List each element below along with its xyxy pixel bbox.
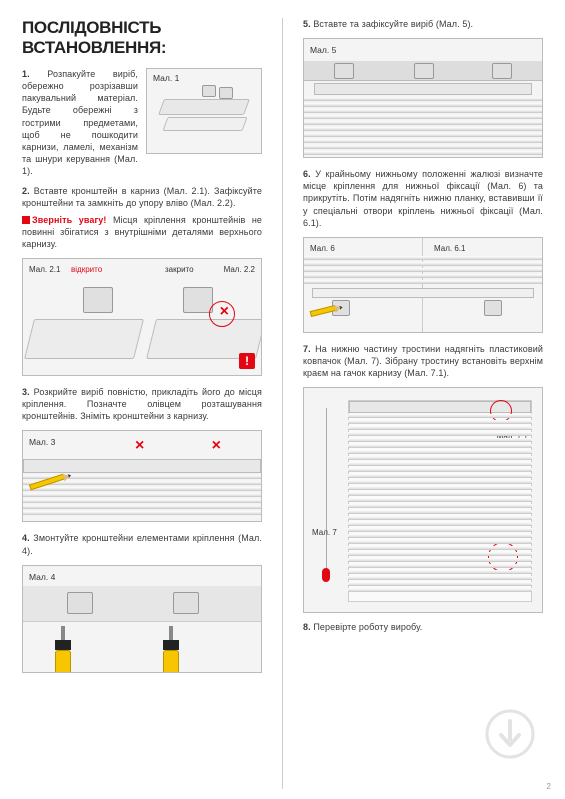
warning-icon	[22, 216, 30, 224]
figure-2: Мал. 2.1 відкрито закрито Мал. 2.2 × !	[22, 258, 262, 376]
watermark-arrow-icon	[485, 709, 535, 759]
drill-icon	[163, 626, 179, 673]
page-number: 2	[547, 782, 551, 791]
figure-5: Мал. 5	[303, 38, 543, 158]
column-divider	[282, 18, 283, 789]
figure-1-label: Мал. 1	[153, 73, 179, 83]
step-6: 6. У крайньому нижньому положенні жалюзі…	[303, 168, 543, 229]
figure-5-label: Мал. 5	[310, 45, 336, 55]
figure-6: Мал. 6 Мал. 6.1	[303, 237, 543, 333]
page-title: ПОСЛІДОВНІСТЬ ВСТАНОВЛЕННЯ:	[22, 18, 262, 58]
step-3-text: 3. Розкрийте виріб повністю, прикладіть …	[22, 386, 262, 422]
figure-7-label: Мал. 7	[312, 528, 337, 537]
step-4: 4. Змонтуйте кронштейни елементами кріпл…	[22, 532, 262, 556]
step-2-text: 2. Вставте кронштейн в карниз (Мал. 2.1)…	[22, 185, 262, 209]
figure-4: Мал. 4	[22, 565, 262, 673]
step-8: 8. Перевірте роботу виробу.	[303, 621, 543, 633]
step-2: 2. Вставте кронштейн в карниз (Мал. 2.1)…	[22, 185, 262, 250]
left-column: ПОСЛІДОВНІСТЬ ВСТАНОВЛЕННЯ: 1. Розпакуйт…	[22, 18, 262, 789]
open-label: відкрито	[71, 265, 102, 274]
closed-label: закрито	[165, 265, 194, 274]
step-4-text: 4. Змонтуйте кронштейни елементами кріпл…	[22, 532, 262, 556]
figure-4-label: Мал. 4	[29, 572, 55, 582]
figure-21-label: Мал. 2.1	[29, 265, 60, 274]
cord-cap-icon	[322, 568, 330, 582]
step-2-warning: Зверніть увагу! Місця кріплення кронштей…	[22, 214, 262, 250]
step-1-text: 1. Розпакуйте виріб, обережно розрізавши…	[22, 68, 138, 177]
figure-7: Мал. 7 Мал. 7.1	[303, 387, 543, 613]
instruction-page: ПОСЛІДОВНІСТЬ ВСТАНОВЛЕННЯ: 1. Розпакуйт…	[0, 0, 565, 799]
figure-22-label: Мал. 2.2	[224, 265, 255, 274]
step-3: 3. Розкрийте виріб повністю, прикладіть …	[22, 386, 262, 422]
alert-icon: !	[239, 353, 255, 369]
cord	[326, 408, 327, 568]
step-1: 1. Розпакуйте виріб, обережно розрізавши…	[22, 68, 262, 177]
step-7: 7. На нижню частину тростини надягніть п…	[303, 343, 543, 379]
figure-1: Мал. 1	[146, 68, 262, 154]
step-8-text: 8. Перевірте роботу виробу.	[303, 621, 543, 633]
step-5: 5. Вставте та зафіксуйте виріб (Мал. 5).	[303, 18, 543, 30]
drill-icon	[55, 626, 71, 673]
step-5-text: 5. Вставте та зафіксуйте виріб (Мал. 5).	[303, 18, 543, 30]
step-7-text: 7. На нижню частину тростини надягніть п…	[303, 343, 543, 379]
step-6-text: 6. У крайньому нижньому положенні жалюзі…	[303, 168, 543, 229]
figure-3: Мал. 3 × ×	[22, 430, 262, 522]
figure-61-label: Мал. 6.1	[434, 244, 465, 253]
right-column: 5. Вставте та зафіксуйте виріб (Мал. 5).…	[303, 18, 543, 789]
